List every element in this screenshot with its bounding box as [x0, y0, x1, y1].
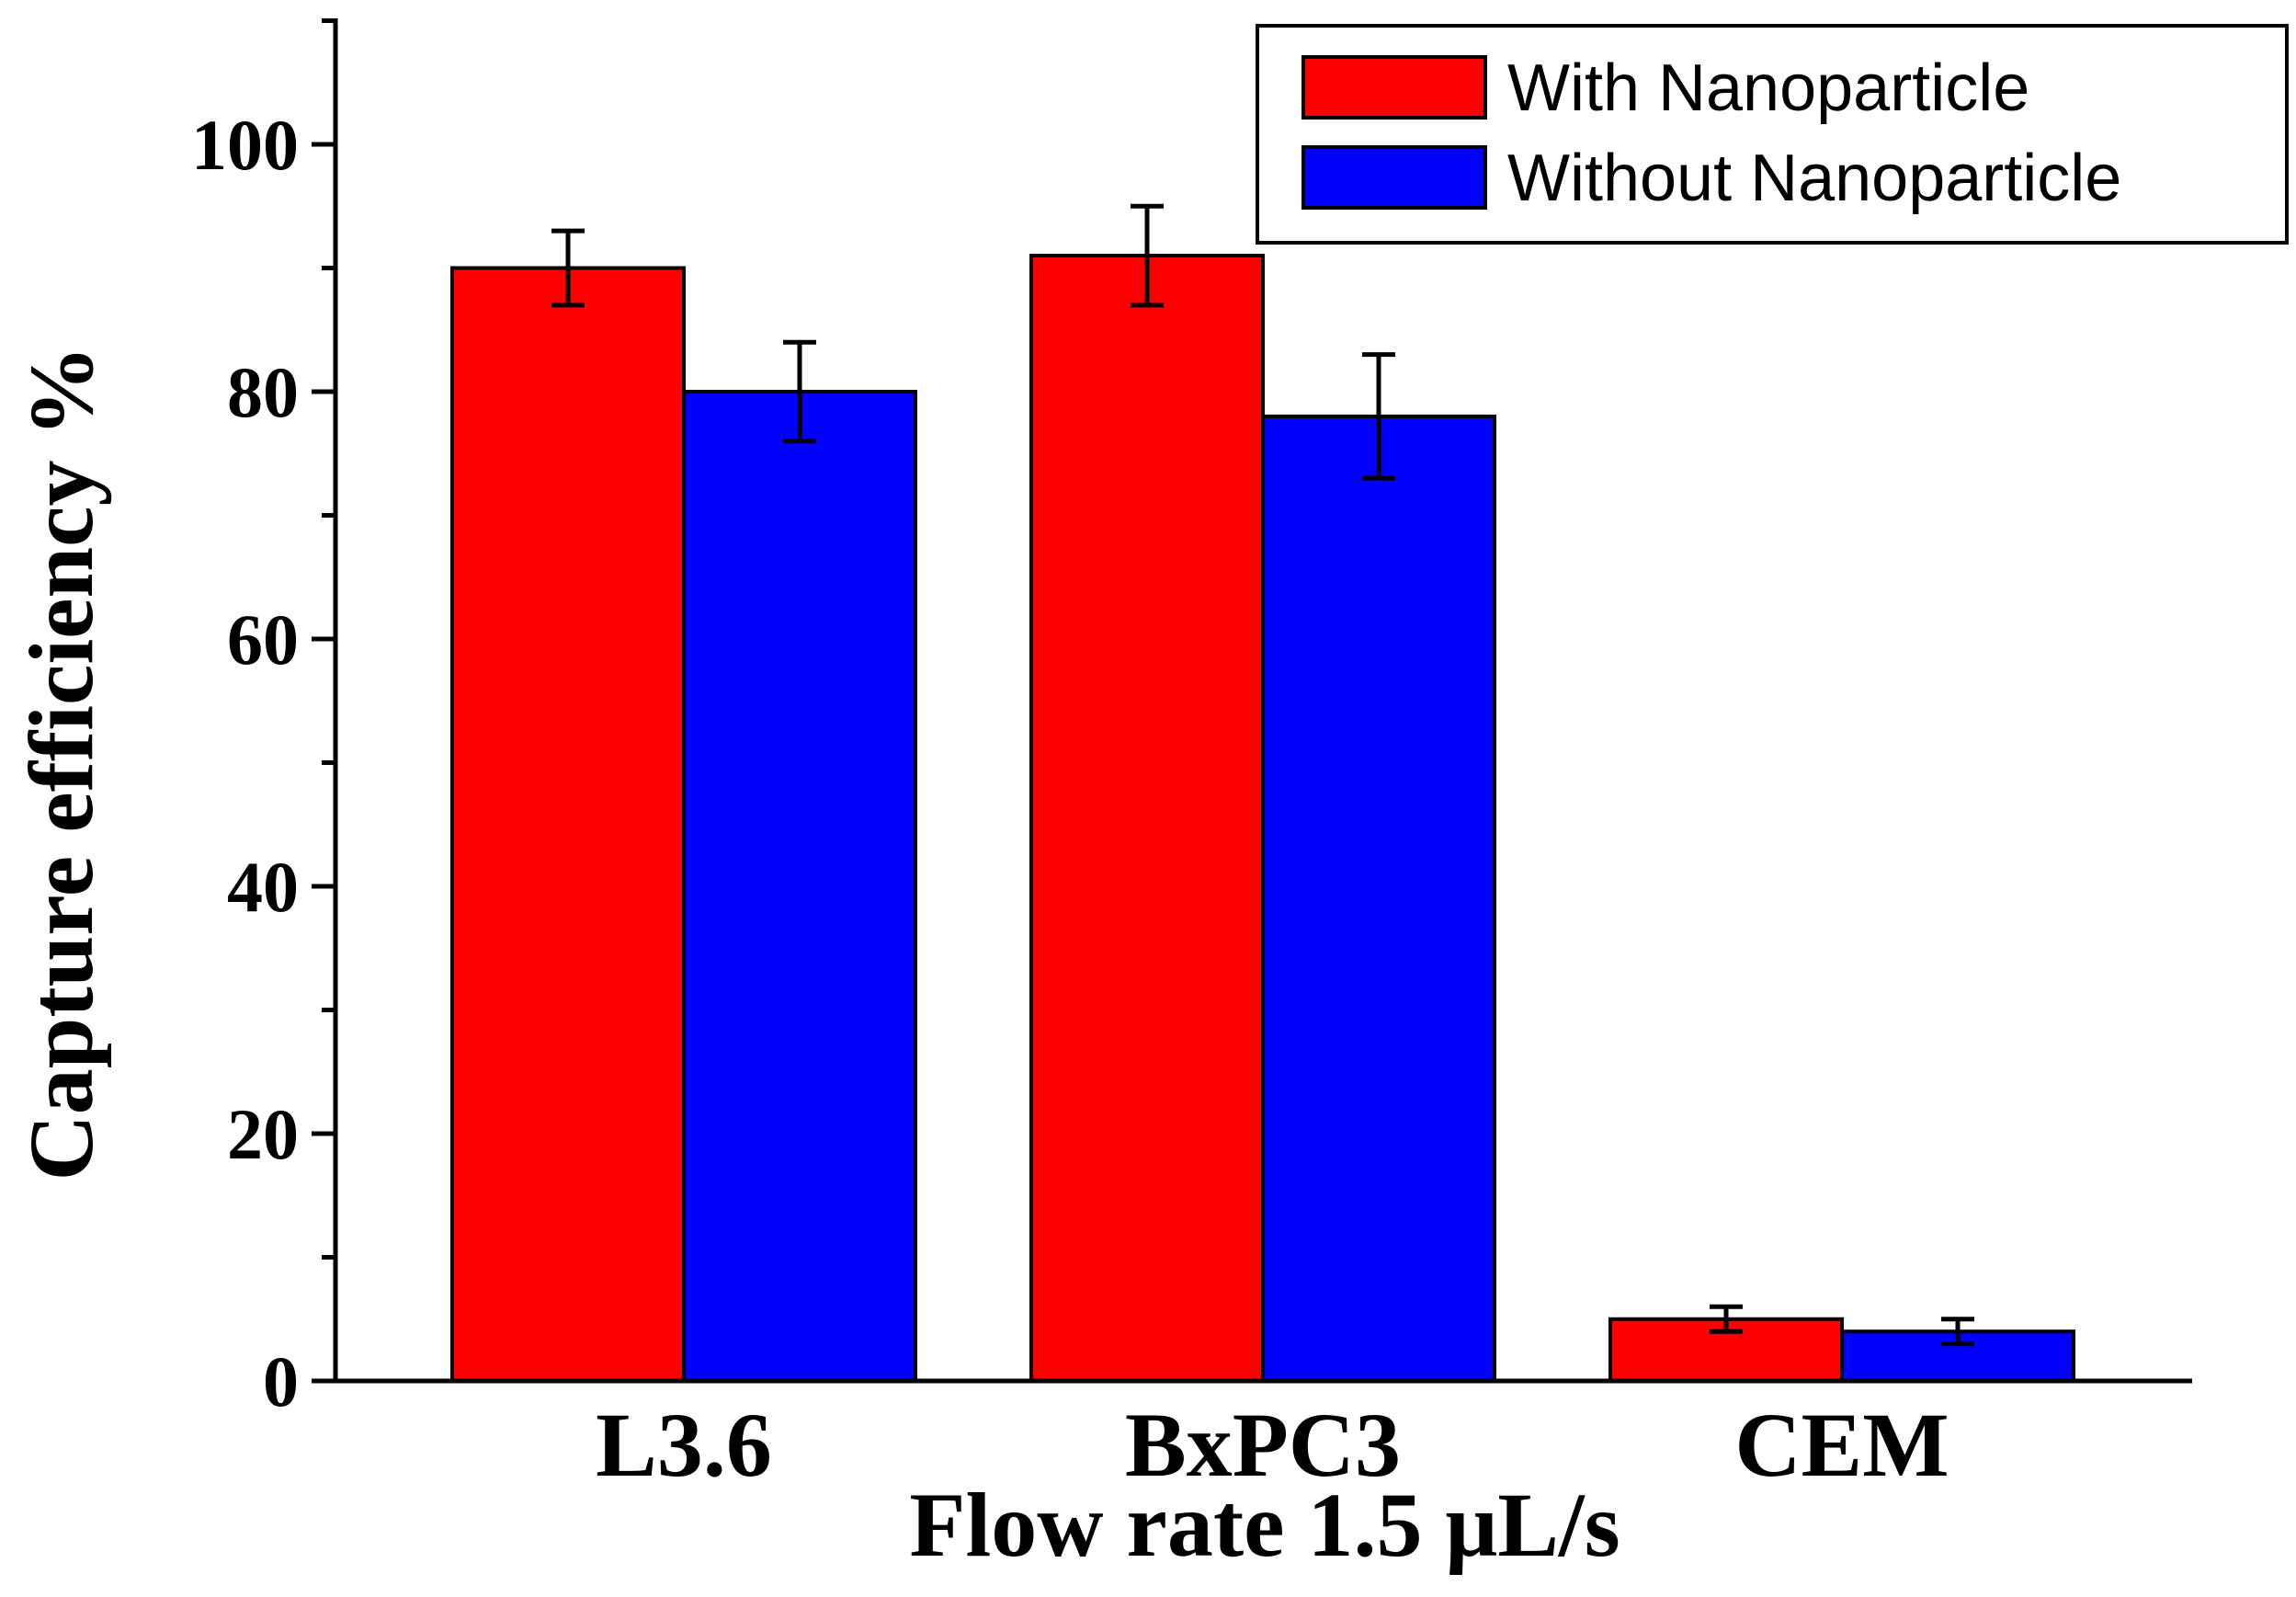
error-bars-layer — [551, 203, 1974, 1347]
y-tick-label: 0 — [263, 1341, 299, 1421]
x-category-label: L3.6 — [596, 1394, 772, 1496]
y-tick-label: 60 — [227, 599, 299, 679]
legend-swatch-without-nanoparticle — [1301, 145, 1487, 210]
y-tick-label: 40 — [227, 847, 299, 927]
error-bar — [1131, 203, 1164, 308]
x-category-label: CEM — [1734, 1394, 1949, 1496]
y-axis-title: Capture efficiency % — [10, 345, 112, 1181]
axes — [333, 18, 2192, 1384]
y-tick-label: 20 — [227, 1094, 299, 1174]
x-category-label: BxPC3 — [1125, 1394, 1401, 1496]
error-bar — [551, 228, 585, 308]
bar-bxpc3-without — [1261, 414, 1496, 1383]
bars-layer — [450, 254, 2075, 1383]
bar-bxpc3-with — [1029, 254, 1265, 1383]
legend-swatch-with-nanoparticle — [1301, 55, 1487, 120]
error-bar — [1362, 352, 1395, 481]
y-tick-label: 100 — [191, 105, 299, 185]
y-tick-label: 80 — [227, 352, 299, 432]
x-category-labels: L3.6 BxPC3 CEM — [596, 1394, 1949, 1496]
x-axis-title: Flow rate 1.5 μL/s — [909, 1474, 1620, 1576]
y-ticks: 0 20 40 60 80 100 — [191, 18, 335, 1421]
legend-label-without-nanoparticle: Without Nanoparticle — [1507, 142, 2121, 215]
error-bar — [1941, 1317, 1974, 1347]
bar-l36-without — [682, 390, 917, 1383]
legend-label-with-nanoparticle: With Nanoparticle — [1507, 51, 2029, 125]
bar-l36-with — [450, 266, 686, 1383]
error-bar — [1710, 1304, 1743, 1334]
legend: With Nanoparticle Without Nanoparticle — [1256, 24, 2289, 245]
error-bar — [783, 339, 816, 444]
